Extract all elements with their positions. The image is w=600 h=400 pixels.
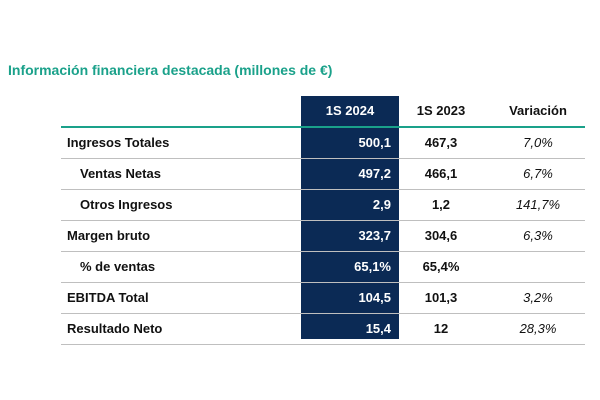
header-1s-2024: 1S 2024 (325, 103, 375, 118)
table-row: % de ventas 65,1% 65,4% (61, 252, 585, 283)
value-variacion: 6,3% (523, 228, 553, 243)
table-header-row: 1S 2024 1S 2023 Variación (61, 96, 585, 128)
header-variacion: Variación (509, 103, 567, 118)
value-2023: 65,4% (422, 259, 460, 274)
value-variacion: 6,7% (523, 166, 553, 181)
value-2023: 304,6 (424, 228, 458, 243)
value-variacion: 3,2% (523, 290, 553, 305)
value-2023: 101,3 (424, 290, 458, 305)
value-variacion (491, 252, 585, 282)
row-label: Resultado Neto (67, 321, 163, 336)
value-2023: 1,2 (431, 197, 451, 212)
value-2024: 2,9 (372, 197, 391, 212)
table-row: Resultado Neto 15,4 12 28,3% (61, 314, 585, 345)
value-2024: 323,7 (358, 228, 391, 243)
value-2023: 467,3 (424, 135, 458, 150)
value-variacion: 141,7% (515, 197, 561, 212)
page-title: Información financiera destacada (millon… (8, 62, 333, 78)
row-label: Otros Ingresos (80, 197, 173, 212)
value-variacion: 28,3% (519, 321, 557, 336)
table-row: Otros Ingresos 2,9 1,2 141,7% (61, 190, 585, 221)
value-2023: 466,1 (424, 166, 458, 181)
row-label: Ingresos Totales (67, 135, 170, 150)
row-label: Ventas Netas (80, 166, 161, 181)
header-1s-2023: 1S 2023 (416, 103, 466, 118)
value-variacion: 7,0% (523, 135, 553, 150)
highlight-column-2024 (301, 96, 399, 339)
financial-table: 1S 2024 1S 2023 Variación Ingresos Total… (61, 96, 585, 345)
table-row: Ingresos Totales 500,1 467,3 7,0% (61, 128, 585, 159)
value-2024: 497,2 (358, 166, 391, 181)
table-row: Margen bruto 323,7 304,6 6,3% (61, 221, 585, 252)
row-label: Margen bruto (67, 228, 151, 243)
value-2023: 12 (433, 321, 449, 336)
table-row: EBITDA Total 104,5 101,3 3,2% (61, 283, 585, 314)
value-2024: 104,5 (358, 290, 391, 305)
row-label: EBITDA Total (67, 290, 149, 305)
row-label: % de ventas (80, 259, 156, 274)
value-2024: 65,1% (354, 259, 391, 274)
value-2024: 500,1 (358, 135, 391, 150)
table-row: Ventas Netas 497,2 466,1 6,7% (61, 159, 585, 190)
value-2024: 15,4 (365, 321, 391, 336)
